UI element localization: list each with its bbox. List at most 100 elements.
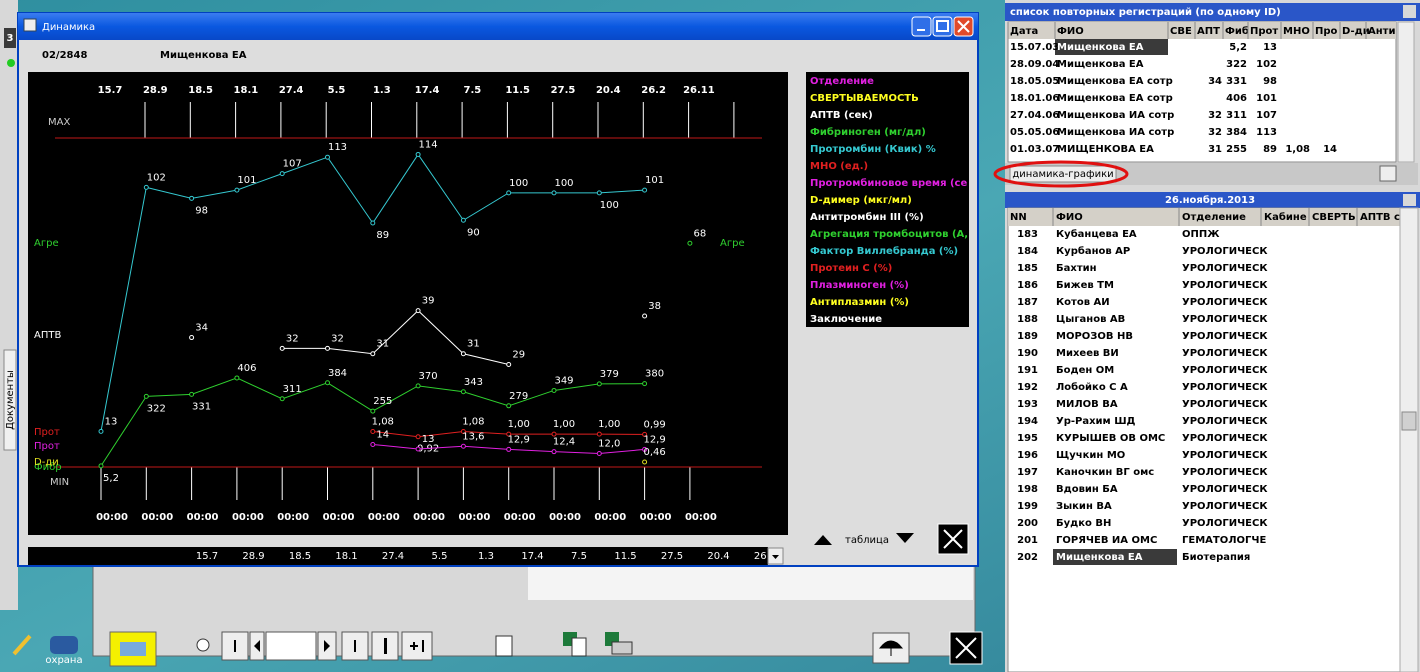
patient-cell[interactable]: Вдовин БА	[1056, 484, 1118, 495]
patient-cell[interactable]: Мищенкова ЕА	[1056, 552, 1143, 563]
patient-cell[interactable]: УРОЛОГИЧЕСК	[1182, 365, 1268, 376]
patient-cell[interactable]: 200	[1017, 518, 1038, 529]
patient-cell[interactable]: КУРЫШЕВ ОВ ОМС	[1056, 433, 1165, 444]
maximize-button[interactable]	[932, 16, 953, 37]
legend-entry[interactable]: Плазминоген (%)	[810, 280, 909, 291]
patient-cell[interactable]: 187	[1017, 297, 1038, 308]
patient-cell[interactable]: 188	[1017, 314, 1038, 325]
patient-cell[interactable]: УРОЛОГИЧЕСК	[1182, 484, 1268, 495]
patient-cell[interactable]: Лобойко С А	[1056, 381, 1128, 393]
patient-cell[interactable]: УРОЛОГИЧЕСК	[1182, 280, 1268, 291]
patient-cell[interactable]: УРОЛОГИЧЕСК	[1182, 450, 1268, 461]
legend-entry[interactable]: Фибриноген (мг/дл)	[810, 126, 926, 138]
patient-cell[interactable]: 199	[1017, 501, 1038, 512]
row-date[interactable]: 05.05.06	[1010, 127, 1059, 138]
row-date[interactable]: 15.07.03	[1010, 42, 1059, 53]
legend-entry[interactable]: МНО (ед.)	[810, 161, 868, 172]
patient-cell[interactable]: 202	[1017, 552, 1038, 563]
nav-last[interactable]	[341, 631, 369, 661]
registrations-scrollbar[interactable]	[1397, 21, 1415, 163]
legend-entry[interactable]: Агрегация тромбоцитов (А,	[810, 228, 968, 240]
row-date[interactable]: 18.05.05	[1010, 76, 1059, 87]
patient-cell[interactable]: Котов АИ	[1056, 297, 1110, 308]
row-name[interactable]: Мищенкова ЕА	[1057, 59, 1144, 70]
pencil-icon[interactable]	[12, 634, 32, 656]
row-name[interactable]: МИЩЕНКОВА ЕА	[1057, 144, 1154, 155]
phone-icon[interactable]	[50, 636, 78, 654]
legend-entry[interactable]: Антиплазмин (%)	[810, 297, 909, 308]
patient-cell[interactable]: 201	[1017, 535, 1038, 546]
legend-entry[interactable]: СВЕРТЫВАЕМОСТЬ	[810, 93, 919, 104]
table-toggle[interactable]: таблица	[845, 535, 889, 546]
legend-entry[interactable]: Отделение	[810, 76, 874, 87]
legend-entry[interactable]: Протромбин (Квик) %	[810, 143, 936, 155]
patient-cell[interactable]: 197	[1017, 467, 1038, 478]
patient-cell[interactable]: УРОЛОГИЧЕСК	[1182, 467, 1268, 478]
patient-cell[interactable]: УРОЛОГИЧЕСК	[1182, 331, 1268, 342]
patient-cell[interactable]: 189	[1017, 331, 1038, 342]
row-date[interactable]: 27.04.06	[1010, 110, 1059, 121]
patient-cell[interactable]: Бахтин	[1056, 263, 1097, 274]
patient-cell[interactable]: 195	[1017, 433, 1038, 444]
doc-icon[interactable]	[495, 635, 513, 657]
patient-cell[interactable]: 194	[1017, 416, 1038, 427]
patient-cell[interactable]: Каночкин ВГ омс	[1056, 467, 1154, 478]
patient-cell[interactable]: Кубанцева ЕА	[1056, 228, 1137, 240]
patient-cell[interactable]: Курбанов АР	[1056, 245, 1130, 257]
legend-entry[interactable]: Заключение	[810, 314, 882, 325]
patient-cell[interactable]: ОППЖ	[1182, 229, 1220, 240]
patient-cell[interactable]: Цыганов АВ	[1056, 314, 1125, 325]
row-name[interactable]: Мищенкова ИА сотр	[1057, 110, 1174, 121]
arrow-down[interactable]	[896, 533, 914, 543]
patients-scrollbar[interactable]	[1399, 207, 1419, 672]
patient-cell[interactable]: УРОЛОГИЧЕСК	[1182, 348, 1268, 359]
legend-entry[interactable]: Протромбиновое время (се	[810, 177, 967, 189]
row-name[interactable]: Мищенкова ИА сотр	[1057, 127, 1174, 138]
row-name[interactable]: Мищенкова ЕА	[1057, 42, 1144, 53]
sidebar-tab[interactable]	[4, 28, 16, 48]
patients-scroll-thumb[interactable]	[1401, 411, 1417, 431]
legend-entry[interactable]: D-димер (мкг/мл)	[810, 195, 912, 206]
patient-cell[interactable]: 196	[1017, 450, 1038, 461]
row-date[interactable]: 18.01.06	[1010, 93, 1059, 104]
row-name[interactable]: Мищенкова ЕА сотр	[1057, 76, 1173, 87]
patient-cell[interactable]: МИЛОВ ВА	[1056, 399, 1118, 410]
patient-cell[interactable]: УРОЛОГИЧЕСК	[1182, 263, 1268, 274]
patient-cell[interactable]: 191	[1017, 365, 1038, 376]
patient-cell[interactable]: 186	[1017, 280, 1038, 291]
legend-entry[interactable]: Протеин С (%)	[810, 263, 892, 274]
documents-tab[interactable]	[3, 349, 17, 451]
patient-cell[interactable]: Биотерапия	[1182, 552, 1250, 563]
patient-cell[interactable]: Михеев ВИ	[1056, 348, 1119, 359]
search-icon[interactable]	[196, 638, 210, 652]
patient-cell[interactable]: УРОЛОГИЧЕСК	[1182, 399, 1268, 410]
registrations-close[interactable]	[1403, 5, 1416, 18]
date-scroll[interactable]	[28, 547, 768, 565]
arrow-up[interactable]	[814, 535, 832, 545]
patient-cell[interactable]: 193	[1017, 399, 1038, 410]
patient-cell[interactable]: Бижев ТМ	[1056, 280, 1114, 291]
row-name[interactable]: Мищенкова ЕА сотр	[1057, 93, 1173, 104]
patients-close[interactable]	[1403, 194, 1416, 206]
nav-input[interactable]	[265, 631, 317, 661]
patient-cell[interactable]: 184	[1017, 246, 1038, 257]
patient-cell[interactable]: Зыкин ВА	[1056, 501, 1112, 512]
patient-cell[interactable]: ГЕМАТОЛОГЧЕ	[1182, 535, 1266, 546]
legend-entry[interactable]: Антитромбин III (%)	[810, 211, 924, 223]
patient-cell[interactable]: УРОЛОГИЧЕСК	[1182, 314, 1268, 325]
patient-cell[interactable]: 183	[1017, 229, 1038, 240]
print-button[interactable]	[1379, 165, 1397, 182]
row-date[interactable]: 28.09.04	[1010, 59, 1059, 70]
patient-cell[interactable]: 185	[1017, 263, 1038, 274]
patient-cell[interactable]: Будко ВН	[1056, 518, 1111, 529]
patient-cell[interactable]: 192	[1017, 382, 1038, 393]
patient-cell[interactable]: ГОРЯЧЕВ ИА ОМС	[1056, 535, 1157, 546]
legend-entry[interactable]: АПТВ (сек)	[810, 110, 873, 121]
patient-cell[interactable]: УРОЛОГИЧЕСК	[1182, 416, 1268, 427]
patient-cell[interactable]: Ур-Рахим ШД	[1056, 416, 1136, 427]
patient-cell[interactable]: УРОЛОГИЧЕСК	[1182, 297, 1268, 308]
patient-cell[interactable]: УРОЛОГИЧЕСК	[1182, 246, 1268, 257]
patient-cell[interactable]: Щучкин МО	[1056, 450, 1125, 461]
patient-cell[interactable]: УРОЛОГИЧЕСК	[1182, 433, 1268, 444]
legend-entry[interactable]: Фактор Виллебранда (%)	[810, 245, 958, 257]
